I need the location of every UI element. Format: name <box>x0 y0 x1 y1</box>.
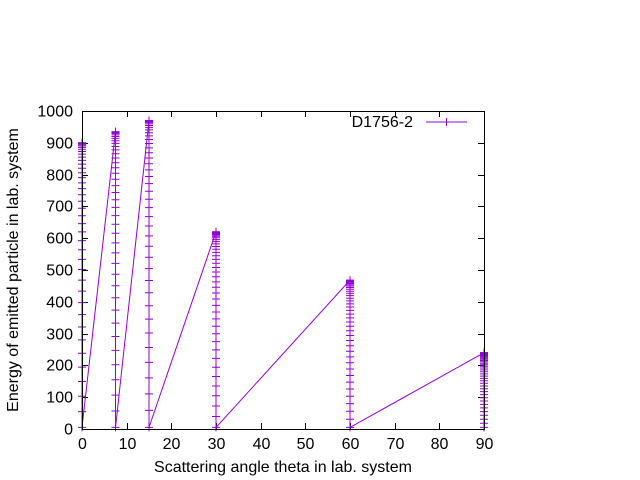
data-point <box>212 372 220 381</box>
data-point <box>111 293 120 302</box>
data-point <box>346 399 354 408</box>
y-tick-label: 400 <box>46 295 73 312</box>
data-point <box>346 385 354 393</box>
data-point <box>145 423 153 432</box>
legend-swatch-marker <box>442 118 451 126</box>
data-point <box>145 187 153 196</box>
axis-ticks <box>82 111 485 430</box>
y-tick-label: 900 <box>46 136 73 153</box>
data-point <box>145 222 153 230</box>
data-point <box>212 329 220 338</box>
data-point <box>145 203 153 212</box>
data-point <box>145 288 153 297</box>
data-point <box>111 306 120 315</box>
x-tick-label: 70 <box>387 436 405 453</box>
data-point <box>111 375 120 384</box>
data-point <box>111 281 120 290</box>
plot-frame <box>82 111 485 430</box>
data-point <box>111 220 120 229</box>
y-tick-label: 0 <box>64 422 73 439</box>
data-point <box>145 358 153 367</box>
x-tick-labels: 0 10 20 30 40 50 60 70 80 90 <box>78 436 493 453</box>
data-point <box>111 238 120 247</box>
data-point <box>111 181 120 190</box>
data-point <box>212 402 220 410</box>
data-point <box>212 337 220 346</box>
x-tick-label: 20 <box>163 436 181 453</box>
data-point <box>145 253 153 262</box>
data-point <box>145 343 153 352</box>
x-tick-label: 0 <box>78 436 87 453</box>
data-point <box>111 203 120 212</box>
data-point <box>145 329 153 337</box>
data-point <box>111 270 120 279</box>
data-point <box>145 406 153 415</box>
data-point <box>212 354 220 363</box>
data-point <box>111 248 120 257</box>
data-point <box>212 423 220 432</box>
y-tick-label: 500 <box>46 263 73 280</box>
data-point <box>145 373 153 382</box>
data-point <box>111 211 120 220</box>
series-layer <box>78 116 488 432</box>
data-point <box>145 264 153 273</box>
data-point <box>111 319 120 328</box>
data-point <box>145 276 153 285</box>
data-point <box>111 407 120 415</box>
data-point <box>212 391 220 400</box>
legend-label: D1756-2 <box>352 114 413 131</box>
legend: D1756-2 <box>352 114 467 131</box>
series-line <box>81 120 485 429</box>
data-point <box>346 378 354 387</box>
data-point <box>212 345 220 354</box>
y-tick-label: 600 <box>46 231 73 248</box>
data-point <box>111 229 120 238</box>
y-tick-label: 700 <box>46 199 73 216</box>
data-point <box>212 314 220 323</box>
data-point <box>145 301 153 310</box>
y-axis-title: Energy of emitted particle in lab. syste… <box>5 128 22 412</box>
x-tick-label: 80 <box>431 436 449 453</box>
x-tick-label: 40 <box>253 436 271 453</box>
data-point <box>212 382 220 390</box>
data-point <box>212 412 220 421</box>
x-tick-label: 10 <box>119 436 137 453</box>
data-point <box>145 212 153 221</box>
data-point <box>145 172 153 181</box>
data-point <box>145 195 153 204</box>
y-tick-label: 300 <box>46 327 73 344</box>
data-point <box>111 332 120 341</box>
data-point <box>212 322 220 331</box>
data-point <box>346 407 354 416</box>
data-point <box>145 179 153 188</box>
data-point <box>145 231 153 240</box>
y-tick-label: 200 <box>46 358 73 375</box>
series-D1756-2 <box>78 116 488 432</box>
y-tick-labels: 0 100 200 300 400 500 600 700 800 900 1000 <box>37 104 73 439</box>
x-axis-title: Scattering angle theta in lab. system <box>154 459 412 476</box>
data-point <box>346 423 354 432</box>
data-point <box>111 188 120 197</box>
x-tick-label: 30 <box>208 436 226 453</box>
data-point <box>111 391 120 400</box>
data-point <box>346 415 354 424</box>
y-tick-label: 1000 <box>37 104 73 121</box>
data-point <box>346 392 354 401</box>
data-point <box>111 259 120 268</box>
x-tick-label: 60 <box>342 436 360 453</box>
data-point <box>111 346 120 355</box>
y-tick-label: 100 <box>46 390 73 407</box>
x-tick-label: 90 <box>476 436 494 453</box>
data-point <box>111 423 120 432</box>
data-point <box>212 308 220 316</box>
data-point <box>145 315 153 324</box>
data-point <box>145 242 153 251</box>
data-point <box>212 363 220 372</box>
data-point <box>111 360 120 369</box>
y-tick-label: 800 <box>46 168 73 185</box>
data-point <box>111 195 120 204</box>
data-point <box>145 389 153 398</box>
x-tick-label: 50 <box>297 436 315 453</box>
